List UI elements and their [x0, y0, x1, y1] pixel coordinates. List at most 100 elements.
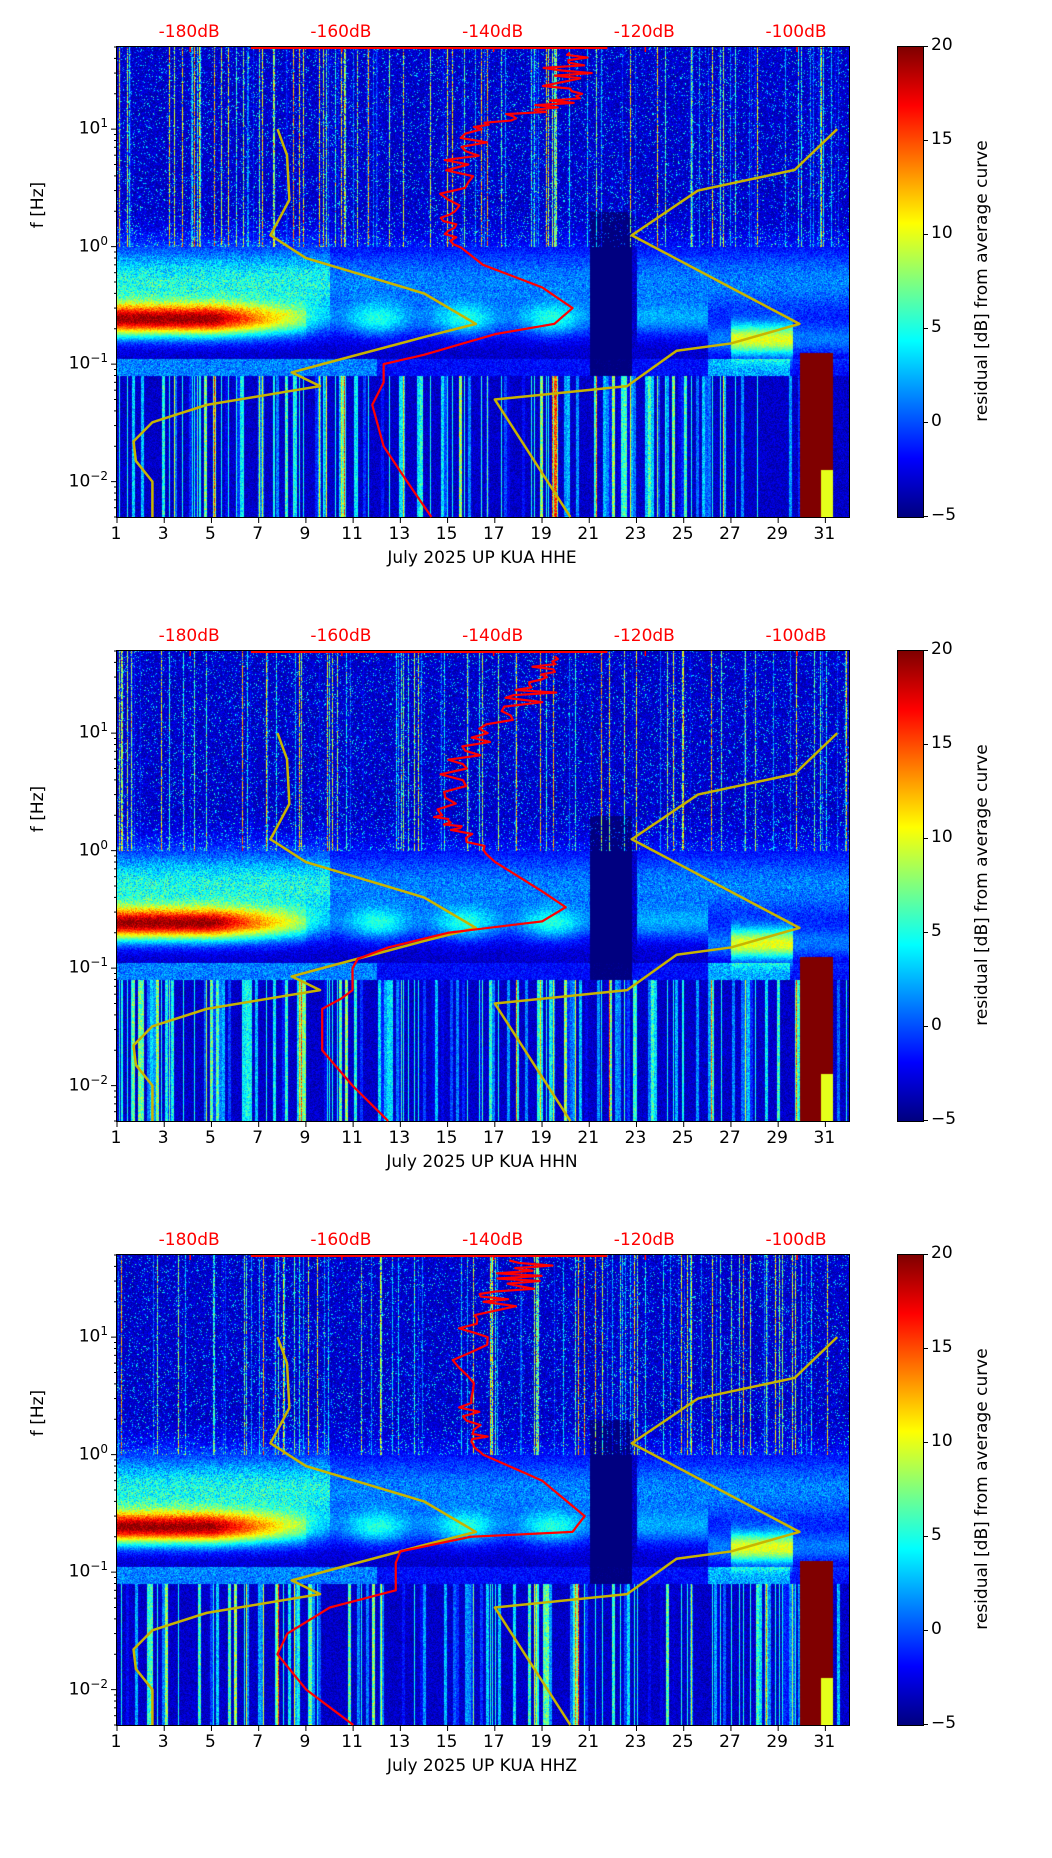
- x-tick-label: 29: [766, 1128, 788, 1148]
- y-tick-base: 10: [78, 722, 101, 743]
- plot-area: [111, 650, 850, 1127]
- colorbar-tick: [923, 1348, 928, 1349]
- colorbar-label: residual [dB] from average curve: [972, 744, 992, 1026]
- y-tick-base: 10: [78, 840, 101, 861]
- y-axis-label: f [Hz]: [28, 785, 48, 833]
- top-db-label: -180dB: [158, 626, 220, 646]
- x-tick-label: 1: [110, 1732, 122, 1752]
- colorbar-tick: [923, 932, 928, 933]
- x-tick-label: 25: [671, 524, 694, 544]
- spectrogram-heatmap: [117, 1255, 849, 1725]
- x-tick-label: 21: [577, 524, 600, 544]
- x-tick-label: 27: [719, 1732, 741, 1752]
- y-tick-exponent: −1: [90, 1559, 108, 1574]
- x-tick-label: 27: [719, 524, 741, 544]
- y-tick-exponent: −1: [90, 351, 108, 366]
- low-noise-model-curve: [132, 732, 478, 1121]
- power-spectrum-curve: [371, 51, 593, 518]
- colorbar: [897, 46, 924, 518]
- colorbar-tick: [923, 1536, 928, 1537]
- y-tick-label: 10−1: [69, 351, 108, 374]
- x-tick-label: 13: [388, 1732, 411, 1752]
- colorbar-tick: [923, 1442, 928, 1443]
- y-tick-base: 10: [68, 1561, 91, 1582]
- y-tick-label: 10−2: [69, 1677, 108, 1700]
- curves-layer: [111, 650, 839, 1127]
- high-noise-model-curve: [493, 732, 839, 1122]
- colorbar-tick: [923, 744, 928, 745]
- top-db-label: -160dB: [310, 22, 372, 42]
- x-tick-label: 25: [671, 1732, 694, 1752]
- colorbar-tick-label: −5: [931, 505, 957, 525]
- x-tick-label: 31: [813, 1732, 836, 1752]
- spectrogram-panel: -180dB -160dB -140dB -120dB -100dB 1 3 5 7 9 11 13 1…: [0, 626, 1052, 1254]
- colorbar-tick: [923, 1026, 928, 1027]
- colorbar-tick-label: 20: [931, 1243, 953, 1263]
- x-tick-label: 13: [388, 1128, 411, 1148]
- y-tick-base: 10: [68, 1679, 91, 1700]
- y-axis-label: f [Hz]: [28, 181, 48, 229]
- y-tick-base: 10: [78, 236, 101, 257]
- y-tick-exponent: 1: [100, 1324, 108, 1339]
- colorbar-tick-label: 20: [931, 35, 953, 55]
- colorbar-tick-label: 5: [931, 317, 942, 337]
- colorbar-tick: [923, 1724, 928, 1725]
- colorbar-tick: [923, 46, 928, 47]
- top-db-label: -100dB: [765, 626, 827, 646]
- colorbar-tick-label: 5: [931, 921, 942, 941]
- y-tick-label: 101: [79, 1324, 108, 1347]
- colorbar-tick-label: 20: [931, 639, 953, 659]
- x-tick-label: 19: [530, 524, 552, 544]
- y-tick-base: 10: [68, 957, 91, 978]
- x-tick-label: 29: [766, 524, 788, 544]
- x-tick-label: 11: [341, 1732, 363, 1752]
- colorbar-tick-label: 10: [931, 827, 953, 847]
- y-tick-base: 10: [68, 471, 91, 492]
- x-tick-label: 9: [299, 1128, 311, 1148]
- top-db-label: -180dB: [158, 1230, 220, 1250]
- colorbar-tick: [923, 1630, 928, 1631]
- y-tick-exponent: −1: [90, 955, 108, 970]
- x-tick-label: 7: [252, 524, 264, 544]
- power-spectrum-curve: [321, 655, 567, 1122]
- x-tick-label: 31: [813, 524, 836, 544]
- top-db-label: -120dB: [613, 22, 675, 42]
- x-tick-label: 3: [157, 1128, 169, 1148]
- x-tick-label: 17: [482, 524, 505, 544]
- curves-layer: [111, 46, 839, 523]
- top-db-label: -160dB: [310, 626, 372, 646]
- high-noise-model-curve: [493, 128, 839, 518]
- x-tick-label: 11: [341, 524, 363, 544]
- y-tick-label: 101: [79, 720, 108, 743]
- x-tick-label: 25: [671, 1128, 694, 1148]
- y-tick-base: 10: [78, 1326, 101, 1347]
- x-tick-label: 13: [388, 524, 411, 544]
- y-tick-label: 100: [79, 838, 108, 861]
- y-tick-exponent: −2: [90, 1072, 108, 1087]
- y-tick-label: 100: [79, 1442, 108, 1465]
- top-db-label: -140dB: [462, 1230, 524, 1250]
- low-noise-model-curve: [132, 128, 478, 517]
- colorbar: [897, 650, 924, 1122]
- colorbar: [897, 1254, 924, 1726]
- x-axis-label: July 2025 UP KUA HHZ: [386, 1756, 578, 1776]
- spectrogram-heatmap: [117, 651, 849, 1121]
- x-tick-label: 9: [299, 1732, 311, 1752]
- colorbar-tick-label: 10: [931, 223, 953, 243]
- power-spectrum-curve: [276, 1259, 586, 1726]
- x-tick-label: 21: [577, 1128, 600, 1148]
- x-axis-label: July 2025 UP KUA HHN: [386, 1152, 578, 1172]
- y-tick-exponent: 0: [100, 233, 108, 248]
- y-tick-base: 10: [78, 118, 101, 139]
- top-db-label: -100dB: [765, 1230, 827, 1250]
- colorbar-tick: [923, 1254, 928, 1255]
- top-db-label: -140dB: [462, 22, 524, 42]
- y-tick-base: 10: [68, 1075, 91, 1096]
- y-tick-label: 101: [79, 116, 108, 139]
- colorbar-tick: [923, 838, 928, 839]
- y-tick-label: 10−2: [69, 1073, 108, 1096]
- x-tick-label: 19: [530, 1732, 552, 1752]
- x-tick-label: 29: [766, 1732, 788, 1752]
- x-tick-label: 15: [435, 1732, 458, 1752]
- x-tick-label: 23: [624, 524, 647, 544]
